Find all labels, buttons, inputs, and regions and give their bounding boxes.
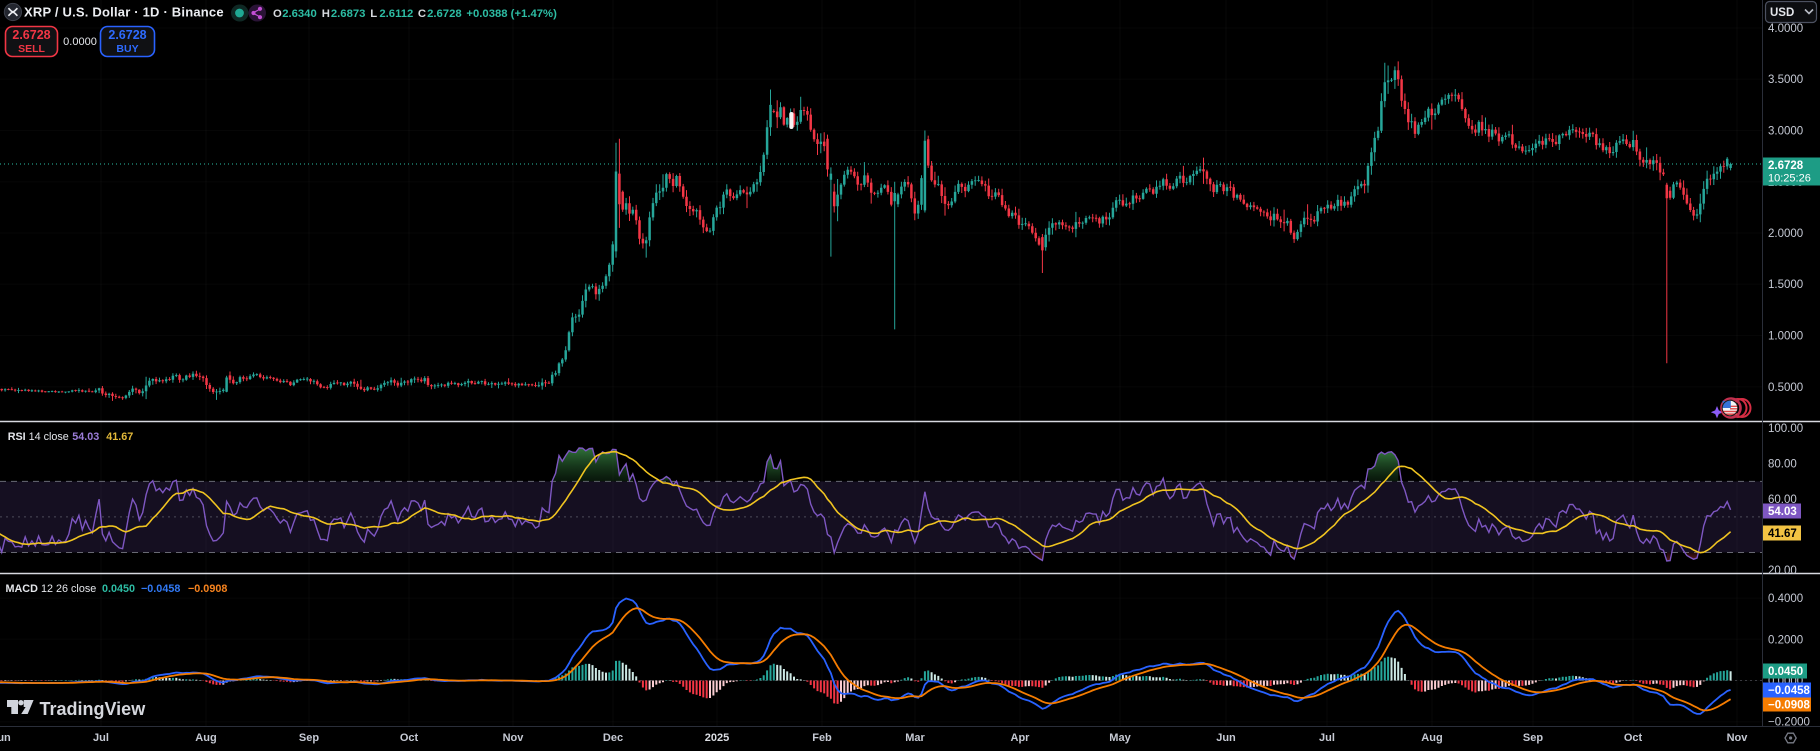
svg-text:Nov: Nov	[1727, 732, 1749, 744]
svg-text:41.67: 41.67	[1768, 528, 1797, 540]
svg-text:Oct: Oct	[1624, 732, 1643, 744]
svg-text:80.00: 80.00	[1768, 459, 1797, 471]
svg-text:C: C	[418, 8, 426, 20]
svg-text:Sep: Sep	[299, 732, 319, 744]
svg-text:10:25:26: 10:25:26	[1768, 173, 1811, 185]
svg-text:54.03: 54.03	[72, 431, 99, 443]
svg-text:Jun: Jun	[0, 732, 11, 744]
svg-text:May: May	[1109, 732, 1131, 744]
svg-text:BUY: BUY	[116, 43, 138, 55]
svg-text:−0.0458: −0.0458	[141, 583, 180, 595]
svg-text:0.0000: 0.0000	[63, 36, 97, 48]
svg-text:XRP / U.S. Dollar · 1D · Binan: XRP / U.S. Dollar · 1D · Binance	[24, 5, 224, 20]
svg-text:L: L	[370, 8, 377, 20]
svg-text:2.6728: 2.6728	[1768, 160, 1804, 172]
svg-text:0.0450: 0.0450	[102, 583, 135, 595]
svg-text:MACD: MACD	[6, 583, 39, 595]
svg-text:−0.0458: −0.0458	[1768, 685, 1810, 697]
svg-text:−0.0908: −0.0908	[188, 583, 227, 595]
svg-text:Apr: Apr	[1011, 732, 1031, 744]
svg-text:2.0000: 2.0000	[1768, 228, 1803, 240]
svg-text:O: O	[273, 8, 282, 20]
svg-text:Jun: Jun	[1216, 732, 1236, 744]
svg-text:Jul: Jul	[93, 732, 109, 744]
svg-text:Dec: Dec	[603, 732, 623, 744]
svg-text:2.6728: 2.6728	[108, 28, 146, 42]
svg-text:60.00: 60.00	[1768, 494, 1797, 506]
svg-text:Sep: Sep	[1523, 732, 1543, 744]
svg-text:2.6728: 2.6728	[12, 28, 50, 42]
svg-text:2.6873: 2.6873	[331, 8, 366, 20]
svg-text:H: H	[322, 8, 330, 20]
svg-text:2.6112: 2.6112	[379, 8, 413, 20]
svg-text:2.6340: 2.6340	[282, 8, 317, 20]
svg-text:100.00: 100.00	[1768, 423, 1803, 435]
svg-text:20.00: 20.00	[1768, 565, 1797, 577]
svg-text:0.4000: 0.4000	[1768, 593, 1803, 605]
svg-text:TradingView: TradingView	[40, 699, 147, 719]
svg-text:Nov: Nov	[503, 732, 525, 744]
svg-text:1.5000: 1.5000	[1768, 279, 1803, 291]
svg-text:−0.0908: −0.0908	[1768, 700, 1810, 712]
svg-text:+0.0388 (+1.47%): +0.0388 (+1.47%)	[466, 8, 557, 20]
svg-text:0.5000: 0.5000	[1768, 382, 1803, 394]
svg-text:RSI: RSI	[8, 431, 26, 443]
svg-text:SELL: SELL	[18, 43, 45, 55]
svg-text:41.67: 41.67	[106, 431, 133, 443]
svg-text:4.0000: 4.0000	[1768, 23, 1803, 35]
svg-text:Jul: Jul	[1319, 732, 1335, 744]
svg-text:Feb: Feb	[812, 732, 832, 744]
svg-text:Oct: Oct	[400, 732, 419, 744]
svg-text:1.0000: 1.0000	[1768, 331, 1803, 343]
svg-text:54.03: 54.03	[1768, 506, 1797, 518]
svg-text:0.2000: 0.2000	[1768, 634, 1803, 646]
svg-text:2.6728: 2.6728	[427, 8, 462, 20]
svg-text:2025: 2025	[705, 732, 729, 744]
svg-text:Aug: Aug	[195, 732, 216, 744]
svg-text:USD: USD	[1770, 7, 1794, 19]
svg-text:0.0450: 0.0450	[1768, 666, 1803, 678]
svg-text:14 close: 14 close	[29, 431, 69, 443]
svg-text:3.0000: 3.0000	[1768, 126, 1803, 138]
svg-text:Mar: Mar	[905, 732, 925, 744]
svg-text:Aug: Aug	[1421, 732, 1442, 744]
svg-text:12 26 close: 12 26 close	[41, 583, 96, 595]
svg-text:−0.2000: −0.2000	[1768, 717, 1810, 729]
svg-text:3.5000: 3.5000	[1768, 74, 1803, 86]
